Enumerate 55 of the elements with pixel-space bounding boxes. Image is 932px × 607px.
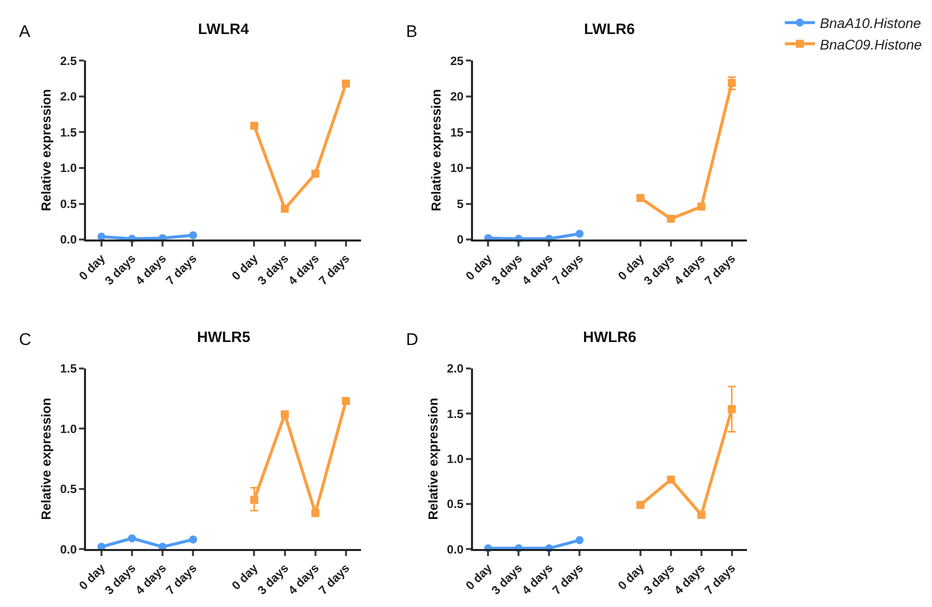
y-axis-title: Relative expression: [425, 398, 440, 520]
y-tick-label: 0: [456, 232, 464, 247]
legend-label: BnaA10.Histone: [820, 15, 922, 32]
text: C: [19, 330, 32, 349]
y-axis-title: Relative expression: [38, 398, 54, 520]
point: [280, 204, 289, 213]
y-tick-label: 2.5: [60, 54, 78, 68]
y-tick-label: 25: [450, 54, 464, 68]
point: [342, 80, 350, 88]
y-tick-label: 0.5: [446, 497, 464, 512]
y-tick-label: 10: [450, 161, 464, 176]
point: [576, 536, 584, 544]
point: [280, 410, 289, 418]
y-tick-label: 1.0: [446, 452, 464, 466]
point: [189, 536, 198, 544]
y-tick-label: 0.5: [60, 196, 78, 211]
point: [311, 170, 320, 178]
y-tick-label: 1.5: [446, 406, 464, 421]
y-tick-label: 1.0: [60, 161, 78, 176]
y-tick-label: 1.5: [60, 125, 78, 140]
y-tick-label: 5: [456, 196, 464, 211]
y-axis-title: Relative expression: [428, 89, 444, 212]
point: [250, 122, 258, 130]
chart-title: LWLR6: [584, 21, 635, 38]
y-tick-label: 0.5: [60, 482, 78, 496]
y-tick-label: 0.0: [60, 232, 78, 247]
y-axis-title: Relative expression: [38, 89, 54, 212]
chart-title: LWLR4: [198, 21, 250, 38]
point: [576, 230, 584, 238]
point: [636, 194, 644, 202]
point: [666, 214, 675, 223]
y-tick-label: 0.0: [446, 542, 464, 556]
point: [342, 396, 350, 405]
y-tick-label: 1.5: [60, 362, 78, 376]
point: [250, 496, 258, 504]
y-tick-label: 0.0: [60, 542, 78, 556]
y-tick-label: 15: [450, 125, 464, 140]
point: [666, 476, 675, 484]
point: [636, 500, 644, 509]
point: [311, 509, 320, 518]
text: D: [406, 330, 418, 349]
point: [728, 405, 736, 414]
chart-title: HWLR6: [583, 329, 636, 346]
point: [189, 231, 198, 240]
chart-title: HWLR5: [197, 329, 250, 346]
point: [697, 202, 706, 211]
point: [697, 510, 706, 519]
y-tick-label: 2.0: [60, 90, 78, 104]
y-tick-label: 1.0: [60, 422, 78, 436]
text: A: [19, 22, 31, 41]
legend-label: BnaC09.Histone: [820, 36, 922, 52]
point: [128, 534, 136, 542]
y-tick-label: 2.0: [446, 362, 464, 376]
y-tick-label: 20: [450, 90, 464, 104]
text: B: [406, 22, 418, 41]
